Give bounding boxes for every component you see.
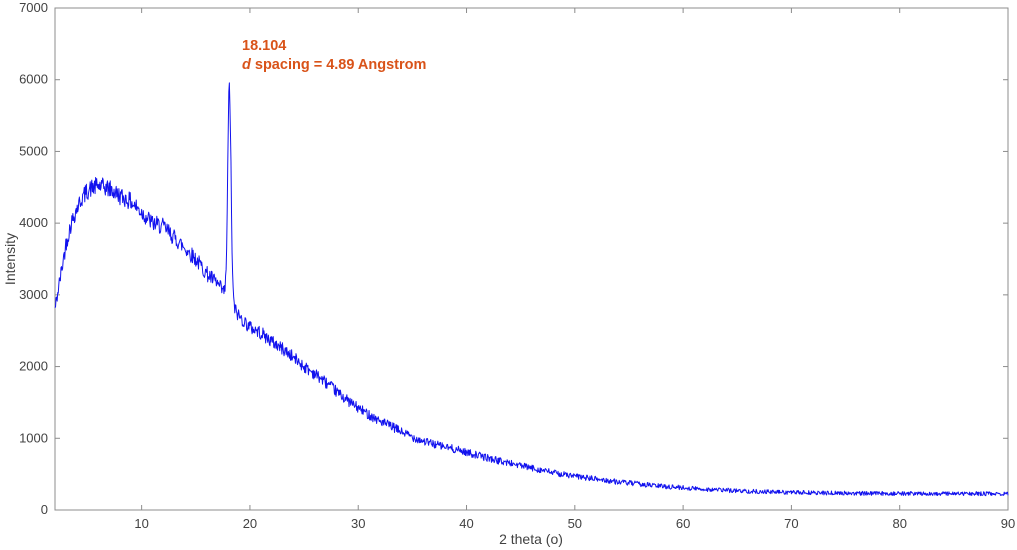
peak-annotation-d-symbol: d [242,57,251,73]
x-tick-label: 20 [243,516,257,531]
x-tick-label: 70 [784,516,798,531]
x-tick-label: 60 [676,516,690,531]
x-tick-label: 40 [459,516,473,531]
y-tick-label: 3000 [19,287,48,302]
x-tick-label: 10 [134,516,148,531]
peak-annotation: 18.104 d spacing = 4.89 Angstrom [242,37,426,75]
axis-box [54,7,1009,511]
x-axis-label: 2 theta (o) [499,531,563,547]
data-series [54,82,1009,497]
y-tick-label: 6000 [19,72,48,87]
y-tick-label: 5000 [19,143,48,158]
y-axis-label: Intensity [2,233,18,285]
x-tick-label: 30 [351,516,365,531]
peak-annotation-dspacing: d spacing = 4.89 Angstrom [242,56,426,75]
y-tick-label: 4000 [19,215,48,230]
axis-tick-labels: 10 20 30 40 50 60 70 80 90 0 1000 2000 3000 4000 5000 6… [19,0,1015,531]
x-tick-label: 80 [892,516,906,531]
xrd-pattern-line [54,82,1009,497]
y-tick-label: 1000 [19,430,48,445]
y-tick-label: 2000 [19,359,48,374]
peak-annotation-dspacing-text: spacing = 4.89 Angstrom [250,57,427,73]
peak-annotation-value: 18.104 [242,38,287,54]
plot-box [54,7,1009,511]
x-tick-label: 50 [568,516,582,531]
x-tick-label: 90 [1001,516,1015,531]
y-tick-label: 7000 [19,0,48,15]
y-tick-label: 0 [41,502,48,517]
axis-ticks [55,7,1009,511]
